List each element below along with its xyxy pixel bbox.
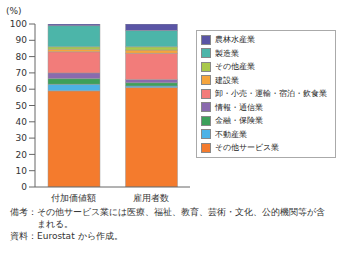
html-text:製造業: 製造業 [215, 48, 239, 58]
svg-text:雇用者数: 雇用者数 [133, 193, 169, 203]
svg-text:50: 50 [16, 101, 28, 111]
html-text:金融・保険業: 金融・保険業 [215, 116, 263, 126]
html-text:その他産業: その他産業 [215, 62, 255, 72]
svg-text:30: 30 [16, 133, 28, 143]
html-text:資料：Eurostat から作成。: 資料：Eurostat から作成。 [10, 231, 123, 241]
svg-text:80: 80 [16, 52, 28, 62]
html-text:備考：その他サービス業には医療、福祉、教育、芸術・文化、公的: 備考：その他サービス業には医療、福祉、教育、芸術・文化、公的機関等が含まれる。 [10, 207, 325, 229]
svg-text:10: 10 [16, 166, 28, 176]
svg-text:100: 100 [10, 19, 27, 29]
svg-text:90: 90 [16, 35, 28, 45]
html-text:建設業: 建設業 [215, 75, 239, 85]
html-text:情報・通信業: 情報・通信業 [215, 102, 263, 112]
svg-text:0: 0 [21, 182, 27, 192]
html-text:その他サービス業: その他サービス業 [215, 143, 279, 153]
html-text:不動産業: 不動産業 [215, 129, 247, 139]
html-text:農林水産業: 農林水産業 [215, 35, 255, 45]
html-text:卸・小売・運輸・宿泊・飲食業: 卸・小売・運輸・宿泊・飲食業 [215, 89, 327, 99]
svg-text:70: 70 [16, 68, 28, 78]
svg-text:40: 40 [16, 117, 28, 127]
svg-text:60: 60 [16, 84, 28, 94]
svg-text:付加価値額: 付加価値額 [51, 193, 96, 203]
svg-text:20: 20 [16, 150, 28, 160]
